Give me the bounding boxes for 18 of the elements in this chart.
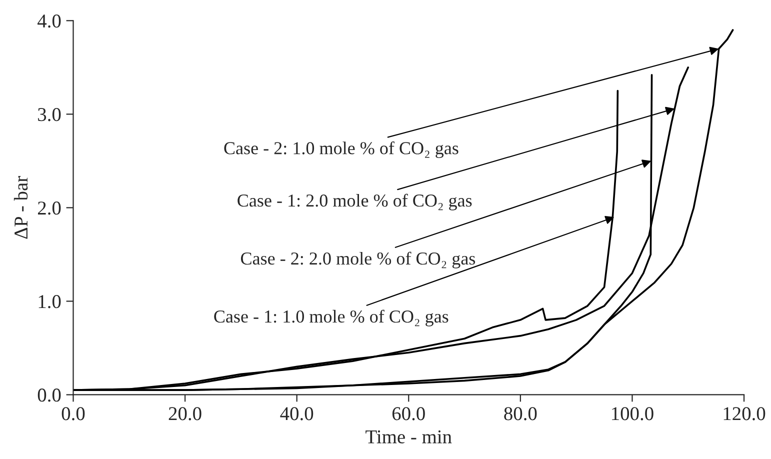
- x-tick-label: 80.0: [504, 407, 537, 420]
- annotation: Case - 2: 2.0 mole % of CO₂ gas: [240, 252, 476, 268]
- y-tick-label: 3.0: [38, 108, 61, 122]
- y-axis-title: ΔP - bar: [14, 176, 28, 239]
- x-axis-title: Time - min: [366, 430, 452, 444]
- x-tick-label: 60.0: [392, 407, 425, 420]
- annotation: Case - 1: 2.0 mole % of CO₂ gas: [238, 194, 472, 210]
- annotation: Case - 1: 1.0 mole % of CO₂ gas: [214, 310, 448, 326]
- y-tick-label: 0.0: [38, 388, 61, 402]
- x-tick-label: 100.0: [612, 407, 654, 420]
- y-tick-label: 4.0: [38, 14, 61, 28]
- x-tick-label: 120.0: [724, 407, 766, 420]
- y-tick-label: 1.0: [38, 295, 61, 308]
- x-tick-label: 40.0: [280, 407, 314, 420]
- y-tick-label: 2.0: [38, 202, 61, 215]
- x-tick-label: 0.0: [62, 407, 85, 420]
- annotation: Case - 2: 1.0 mole % of CO₂ gas: [224, 141, 458, 158]
- x-tick-label: 20.0: [168, 407, 202, 420]
